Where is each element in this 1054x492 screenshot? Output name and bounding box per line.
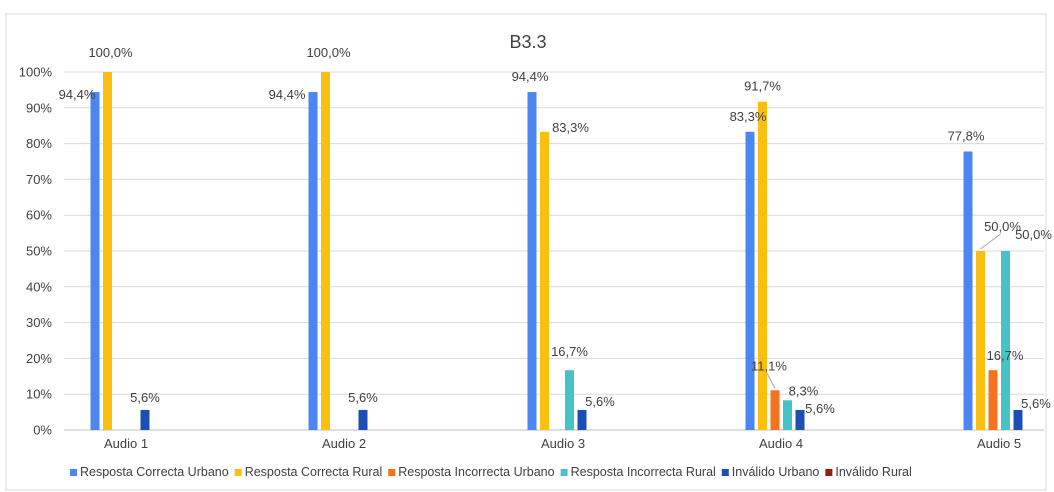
data-label: 5,6% — [585, 394, 615, 409]
y-tick-label: 30% — [26, 315, 52, 330]
bar — [540, 131, 549, 430]
y-tick-label: 0% — [33, 423, 52, 438]
data-label: 5,6% — [348, 390, 378, 405]
x-tick-label: Audio 4 — [759, 436, 803, 451]
legend-label: Resposta Incorrecta Rural — [571, 465, 716, 479]
bar — [321, 72, 330, 430]
legend-label: Resposta Correcta Rural — [245, 465, 383, 479]
data-label: 100,0% — [306, 45, 351, 60]
bar — [565, 370, 574, 430]
y-tick-label: 60% — [26, 208, 52, 223]
data-label: 100,0% — [88, 45, 133, 60]
x-tick-label: Audio 2 — [322, 436, 366, 451]
data-label: 50,0% — [1015, 227, 1052, 242]
legend-label: Inválido Rural — [835, 465, 911, 479]
legend-label: Resposta Correcta Urbano — [80, 465, 229, 479]
y-tick-label: 70% — [26, 172, 52, 187]
data-label: 94,4% — [59, 87, 96, 102]
bar — [770, 390, 780, 430]
data-label: 94,4% — [269, 87, 306, 102]
bar — [795, 409, 805, 430]
data-label: 50,0% — [984, 219, 1021, 234]
chart-title: B3.3 — [509, 32, 546, 52]
data-label: 83,3% — [552, 120, 589, 135]
bar — [783, 400, 792, 430]
data-label: 5,6% — [1021, 396, 1051, 411]
data-label: 94,4% — [512, 69, 549, 84]
legend-swatch — [825, 469, 833, 476]
bar — [308, 92, 318, 430]
data-label: 91,7% — [744, 79, 781, 94]
y-tick-label: 50% — [26, 244, 52, 259]
chart-frame — [5, 13, 1047, 491]
y-tick-label: 20% — [26, 351, 52, 366]
x-tick-label: Audio 5 — [977, 436, 1021, 451]
legend-swatch — [70, 469, 77, 476]
y-tick-label: 40% — [26, 279, 52, 294]
legend-swatch — [234, 469, 242, 476]
data-label: 83,3% — [730, 109, 767, 124]
bar — [103, 72, 112, 430]
data-label: 16,7% — [551, 344, 588, 359]
bar — [963, 151, 973, 430]
y-tick-label: 10% — [26, 387, 52, 402]
data-label: 16,7% — [987, 348, 1024, 363]
legend-label: Inválido Urbano — [732, 465, 820, 479]
data-label: 5,6% — [805, 401, 835, 416]
leader-line — [980, 233, 1001, 250]
data-label: 8,3% — [789, 383, 819, 398]
bar — [758, 101, 767, 431]
bar — [577, 409, 587, 430]
bar — [140, 409, 150, 430]
data-label: 77,8% — [948, 128, 985, 143]
bar — [1001, 251, 1010, 430]
legend-swatch — [721, 469, 729, 476]
bar — [1013, 409, 1023, 430]
y-tick-label: 80% — [26, 136, 52, 151]
legend-label: Resposta Incorrecta Urbano — [398, 465, 554, 479]
data-label: 5,6% — [130, 390, 160, 405]
data-label: 11,1% — [751, 358, 787, 373]
y-tick-label: 100% — [19, 65, 53, 80]
bar — [745, 131, 755, 430]
bar — [358, 409, 368, 430]
bar — [976, 251, 985, 430]
bar — [527, 92, 537, 430]
bar — [988, 370, 998, 430]
legend-swatch — [388, 469, 396, 476]
legend-swatch — [560, 469, 568, 476]
bar — [90, 92, 100, 430]
x-tick-label: Audio 3 — [541, 436, 585, 451]
leader-line — [766, 373, 776, 389]
y-tick-label: 90% — [26, 100, 52, 115]
x-tick-label: Audio 1 — [104, 436, 148, 451]
